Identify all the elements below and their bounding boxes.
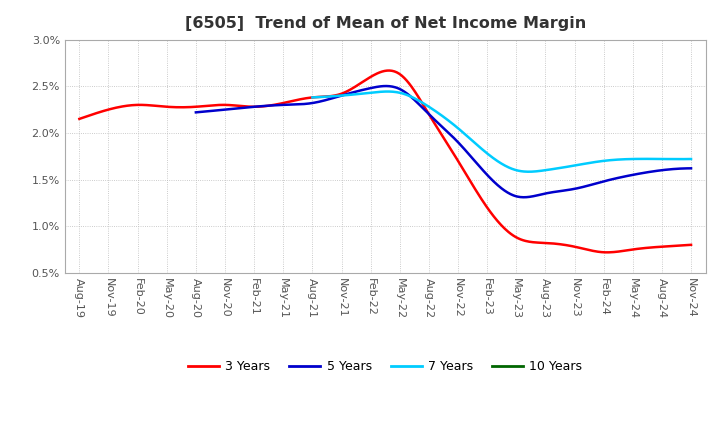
3 Years bbox=[369, 73, 378, 78]
3 Years bbox=[366, 75, 374, 80]
5 Years bbox=[382, 84, 391, 89]
3 Years bbox=[75, 116, 84, 121]
7 Years bbox=[620, 157, 629, 162]
5 Years bbox=[431, 117, 439, 123]
3 Years bbox=[384, 68, 392, 73]
Legend: 3 Years, 5 Years, 7 Years, 10 Years: 3 Years, 5 Years, 7 Years, 10 Years bbox=[183, 356, 588, 378]
3 Years bbox=[675, 243, 683, 248]
3 Years bbox=[687, 242, 696, 247]
7 Years bbox=[513, 168, 522, 173]
5 Years bbox=[487, 177, 496, 182]
Title: [6505]  Trend of Mean of Net Income Margin: [6505] Trend of Mean of Net Income Margi… bbox=[184, 16, 586, 32]
5 Years bbox=[687, 166, 696, 171]
3 Years bbox=[441, 137, 449, 142]
Line: 7 Years: 7 Years bbox=[312, 92, 691, 172]
7 Years bbox=[383, 89, 392, 94]
7 Years bbox=[489, 155, 498, 161]
7 Years bbox=[524, 169, 533, 174]
Line: 5 Years: 5 Years bbox=[196, 86, 691, 197]
5 Years bbox=[428, 115, 436, 120]
7 Years bbox=[308, 95, 317, 100]
5 Years bbox=[192, 110, 200, 115]
7 Years bbox=[687, 156, 696, 161]
Line: 3 Years: 3 Years bbox=[79, 70, 691, 253]
3 Years bbox=[602, 250, 611, 255]
5 Years bbox=[519, 194, 528, 200]
5 Years bbox=[461, 147, 469, 152]
7 Years bbox=[679, 157, 688, 162]
3 Years bbox=[577, 246, 586, 251]
5 Years bbox=[599, 179, 608, 184]
7 Years bbox=[535, 169, 544, 174]
5 Years bbox=[677, 166, 685, 171]
7 Years bbox=[491, 157, 500, 162]
3 Years bbox=[408, 84, 416, 89]
